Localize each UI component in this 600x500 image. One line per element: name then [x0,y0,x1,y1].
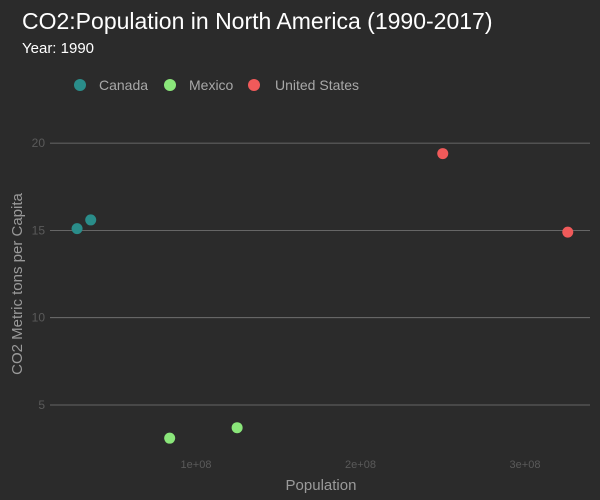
chart-subtitle: Year: 1990 [22,40,94,57]
legend: Canada Mexico United States [74,77,359,93]
data-point-canada [85,214,97,226]
y-tick-label: 10 [32,311,46,325]
x-tick-label: 1e+08 [181,459,212,471]
legend-marker-united-states [248,79,260,91]
x-axis-title: Population [286,477,357,494]
data-point-canada [71,223,83,235]
y-axis-title: CO2 Metric tons per Capita [9,192,26,374]
y-tick-label: 5 [38,398,45,412]
chart-title: CO2:Population in North America (1990-20… [22,8,492,34]
data-points [71,148,574,444]
y-tick-label: 15 [32,223,46,237]
data-point-united-states [562,226,574,238]
y-tick-labels: 5 10 15 20 [32,136,46,412]
legend-label-mexico: Mexico [189,77,234,93]
data-point-united-states [437,148,449,160]
legend-label-canada: Canada [99,77,148,93]
x-tick-labels: 1e+08 2e+08 3e+08 [181,459,541,471]
y-tick-label: 20 [32,136,46,150]
data-point-mexico [164,432,176,444]
legend-marker-mexico [164,79,176,91]
gridlines [50,142,590,406]
legend-marker-canada [74,79,86,91]
x-tick-label: 3e+08 [510,459,541,471]
x-tick-label: 2e+08 [345,459,376,471]
legend-label-united-states: United States [275,77,359,93]
data-point-mexico [231,422,243,434]
